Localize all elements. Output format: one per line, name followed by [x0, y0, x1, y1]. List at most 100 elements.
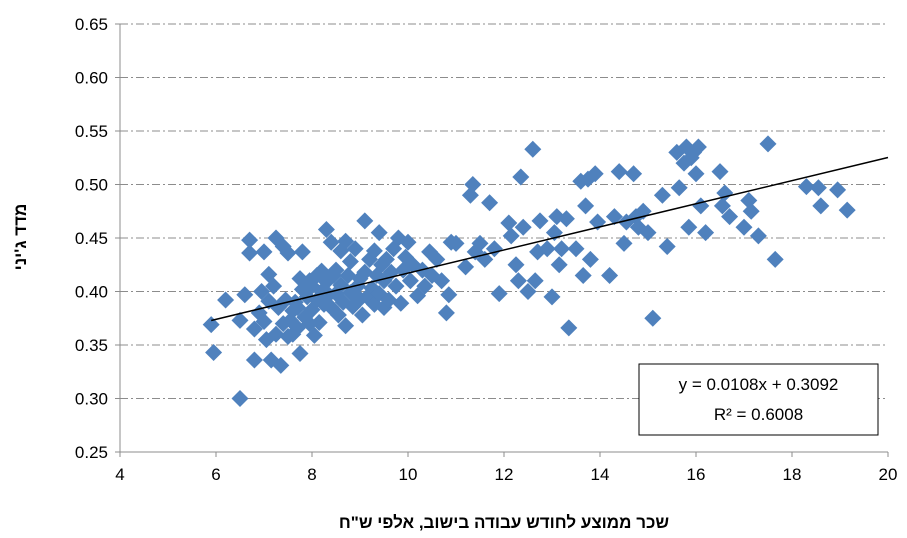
trendline-layer: [211, 156, 889, 322]
data-point: [543, 288, 561, 306]
data-point: [509, 272, 527, 290]
data-point: [502, 227, 520, 245]
data-point: [329, 306, 347, 324]
data-point: [265, 277, 283, 295]
x-tick-label: 16: [687, 465, 706, 484]
data-point: [550, 256, 568, 274]
data-point: [553, 240, 571, 258]
data-point: [653, 186, 671, 204]
data-point: [293, 243, 311, 261]
data-point: [272, 356, 290, 374]
y-axis-title: מדד ג'יני: [11, 204, 30, 271]
data-point: [500, 214, 518, 232]
data-points: [202, 135, 856, 407]
data-point: [365, 242, 383, 260]
data-point: [241, 231, 259, 249]
data-point: [428, 250, 446, 268]
data-point: [433, 272, 451, 290]
data-point: [601, 266, 619, 284]
data-point: [797, 178, 815, 196]
trendline-r2: R² = 0.6008: [714, 405, 803, 424]
data-point: [356, 212, 374, 230]
data-point: [236, 286, 254, 304]
trendline: [211, 156, 889, 322]
data-point: [387, 277, 405, 295]
data-point: [670, 179, 688, 197]
equation-box-border: [638, 363, 879, 436]
data-point: [370, 224, 388, 242]
data-point: [202, 316, 220, 334]
data-point: [574, 266, 592, 284]
data-point: [481, 194, 499, 212]
data-point: [689, 138, 707, 156]
data-point: [447, 234, 465, 252]
data-point: [346, 240, 364, 258]
trendline-equation: y = 0.0108x + 0.3092: [679, 375, 839, 394]
y-tick-label: 0.55: [75, 122, 108, 141]
data-point: [437, 304, 455, 322]
gridlines: [120, 23, 888, 399]
data-point: [310, 314, 328, 332]
data-point: [735, 218, 753, 236]
data-point: [245, 351, 263, 369]
data-point: [567, 240, 585, 258]
data-point: [557, 210, 575, 228]
data-point: [353, 306, 371, 324]
tick-labels: 0.25 0.30 0.35 0.40 0.45 0.50 0.55 0.60 0.65 4 6 8 1…: [75, 15, 898, 484]
data-point: [356, 263, 374, 281]
data-point: [692, 197, 710, 215]
y-tick-label: 0.35: [75, 336, 108, 355]
x-axis-title: שכר ממוצע לחודש עבודה בישוב, אלפי ש"ח: [339, 513, 670, 532]
trendline-equation-box: y = 0.0108x + 0.3092 R² = 0.6008: [638, 363, 879, 436]
data-point: [399, 233, 417, 251]
x-tick-label: 12: [495, 465, 514, 484]
x-tick-label: 4: [115, 465, 124, 484]
data-point: [829, 181, 847, 199]
data-point: [538, 240, 556, 258]
y-tick-label: 0.50: [75, 176, 108, 195]
data-point: [759, 135, 777, 153]
data-point: [327, 261, 345, 279]
data-point: [749, 227, 767, 245]
data-point: [526, 272, 544, 290]
data-point: [457, 258, 475, 276]
data-point: [217, 291, 235, 309]
x-tick-label: 14: [591, 465, 610, 484]
y-tick-label: 0.30: [75, 390, 108, 409]
data-point: [401, 272, 419, 290]
data-point: [713, 197, 731, 215]
data-point: [658, 238, 676, 256]
y-tick-label: 0.45: [75, 229, 108, 248]
data-point: [377, 250, 395, 268]
data-point: [485, 240, 503, 258]
data-point: [680, 218, 698, 236]
data-point: [531, 212, 549, 230]
data-point: [241, 244, 259, 262]
data-point: [255, 243, 273, 261]
data-point: [514, 218, 532, 236]
data-point: [490, 285, 508, 303]
x-tick-label: 20: [879, 465, 898, 484]
y-tick-label: 0.65: [75, 15, 108, 34]
x-tick-label: 10: [399, 465, 418, 484]
data-point: [471, 234, 489, 252]
data-point: [380, 291, 398, 309]
data-point: [625, 165, 643, 183]
data-point: [392, 294, 410, 312]
data-point: [687, 165, 705, 183]
x-tick-label: 8: [307, 465, 316, 484]
data-point: [742, 202, 760, 220]
data-point: [560, 319, 578, 337]
x-tick-label: 18: [783, 465, 802, 484]
data-point: [711, 163, 729, 181]
data-point: [766, 250, 784, 268]
data-point: [610, 163, 628, 181]
data-point: [586, 165, 604, 183]
data-point: [721, 208, 739, 226]
data-point: [507, 256, 525, 274]
data-point: [305, 326, 323, 344]
data-point: [337, 317, 355, 335]
data-point: [577, 197, 595, 215]
